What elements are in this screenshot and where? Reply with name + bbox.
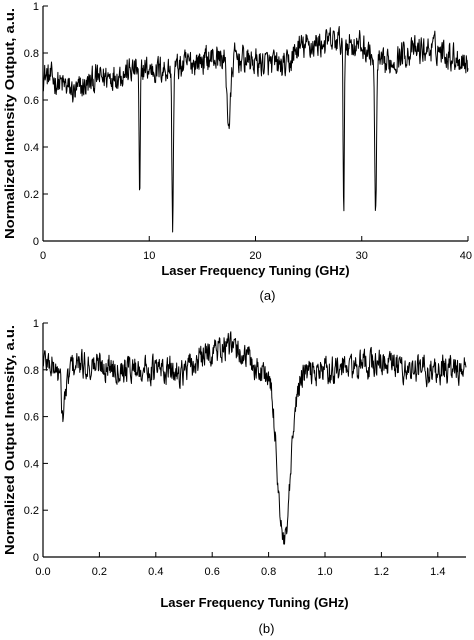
data-series-line: [42, 331, 467, 545]
y-axis-title: Normalized Output Intensity, a.u.: [2, 325, 17, 555]
y-tick-label: 0: [33, 552, 39, 564]
x-tick-label: 0.4: [148, 566, 163, 578]
x-tick-label: 0.8: [261, 566, 276, 578]
x-tick-label: 0.6: [205, 566, 220, 578]
y-tick-label: 0.6: [24, 95, 39, 107]
x-axis-title: Laser Frequency Tuning (GHz): [161, 263, 349, 278]
panel-b: 0 0.2 0.4 0.6 0.8 1 0.0 0.2 0.4 0.6 0.8 1.0 1.2 1.4 La…: [2, 318, 467, 636]
y-tick-label: 0.4: [24, 142, 39, 154]
y-axis-title: Normalized Intensity Output, a.u.: [2, 8, 17, 239]
x-tick-label: 20: [249, 250, 261, 262]
y-tick-label: 0.8: [24, 365, 39, 377]
y-tick-label: 0.2: [24, 505, 39, 517]
y-tick-label: 0: [33, 236, 39, 248]
x-tick-label: 40: [460, 250, 472, 262]
y-tick-label: 0.4: [24, 458, 39, 470]
y-tick-label: 1: [33, 318, 39, 330]
y-tick-label: 0.6: [24, 412, 39, 424]
x-tick-label: 10: [143, 250, 155, 262]
y-tick-label: 0.2: [24, 189, 39, 201]
x-tick-label: 30: [356, 250, 368, 262]
x-tick-label: 0.0: [35, 566, 50, 578]
y-tick-label: 0.8: [24, 48, 39, 60]
x-tick-label: 1.2: [374, 566, 389, 578]
x-tick-label: 1.0: [317, 566, 332, 578]
x-tick-label: 0.2: [92, 566, 107, 578]
x-tick-label: 0: [40, 250, 46, 262]
data-series-line: [42, 26, 469, 233]
y-tick-label: 1: [33, 1, 39, 13]
panel-caption: (a): [260, 288, 276, 303]
x-tick-label: 1.4: [430, 566, 445, 578]
panel-caption: (b): [259, 621, 275, 636]
x-axis-title: Laser Frequency Tuning (GHz): [160, 595, 348, 610]
